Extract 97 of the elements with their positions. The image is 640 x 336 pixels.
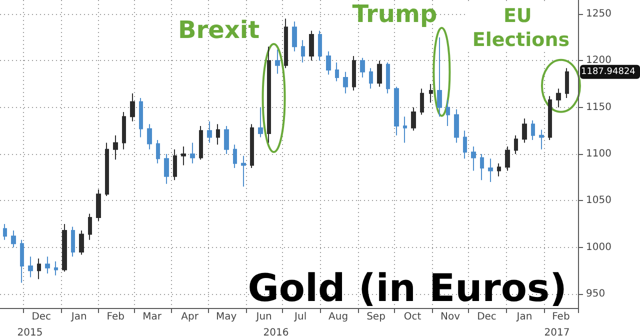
candlestick xyxy=(216,124,220,146)
candlestick xyxy=(122,112,126,150)
candlestick xyxy=(233,144,237,168)
candlestick xyxy=(463,130,467,160)
candlestick xyxy=(79,230,84,256)
candlestick xyxy=(45,256,50,274)
candlestick xyxy=(420,88,424,116)
x-tick-label: Sep xyxy=(366,312,386,322)
candlestick xyxy=(352,56,356,92)
y-tick-label: 1000 xyxy=(586,242,612,253)
candlestick xyxy=(62,224,67,272)
text: 2017 xyxy=(544,328,570,336)
candlestick xyxy=(326,50,331,76)
candlestick xyxy=(471,146,476,172)
candlestick xyxy=(514,134,518,154)
candlestick xyxy=(403,116,407,144)
x-tick-label: Dec xyxy=(32,312,52,322)
candlestick xyxy=(37,258,41,280)
candlestick xyxy=(130,92,135,122)
candlestick xyxy=(88,213,92,240)
y-tick-label: 1050 xyxy=(586,195,612,206)
x-tick-label: May xyxy=(216,312,237,322)
candlestick xyxy=(11,230,16,248)
candlestick xyxy=(275,48,280,74)
candlestick xyxy=(411,106,416,132)
y-tick-label: 1250 xyxy=(586,8,612,20)
x-tick-label: Aug xyxy=(328,312,348,322)
candlestick xyxy=(199,126,203,160)
candlestick xyxy=(360,57,365,78)
candlestick xyxy=(250,124,254,168)
candlestick xyxy=(224,126,229,154)
candlestick xyxy=(343,71,348,94)
candlestick xyxy=(173,148,177,181)
candlestick xyxy=(190,142,195,164)
x-tick-label: Jun xyxy=(255,312,272,322)
text: Gold (in Euros) xyxy=(248,266,568,310)
candlestick xyxy=(454,108,459,144)
candlestick xyxy=(522,118,527,144)
candlestick xyxy=(181,146,186,166)
candlestick xyxy=(96,188,101,222)
candlestick xyxy=(28,256,33,278)
candlestick xyxy=(437,36,442,118)
candlestick xyxy=(207,120,212,144)
candlestick xyxy=(71,226,75,258)
candlestick xyxy=(54,260,58,276)
annotation: 1187.94824 xyxy=(581,66,636,77)
candlestick xyxy=(147,124,152,150)
annotation: Brexit xyxy=(178,16,260,44)
candlestick xyxy=(113,134,118,160)
candlestick xyxy=(284,18,288,69)
candlestick xyxy=(556,88,561,108)
candlestick xyxy=(369,68,373,90)
x-tick-label: Nov xyxy=(440,312,460,322)
x-tick-label: Oct xyxy=(404,312,422,322)
x-tick-label: Jan xyxy=(516,312,532,322)
candlestick xyxy=(539,129,544,150)
candlestick xyxy=(505,146,510,172)
candlestick xyxy=(377,60,382,88)
x-tick-label: Jul xyxy=(294,312,307,322)
x-tick-label: Jan xyxy=(70,312,87,322)
candlestick xyxy=(480,154,484,181)
x-tick-label: Feb xyxy=(106,312,124,322)
text: 2015 xyxy=(17,328,43,336)
candlestick xyxy=(394,86,399,136)
candlestick xyxy=(548,96,552,140)
x-tick-label: Dec xyxy=(477,312,496,322)
candlestick xyxy=(318,30,322,62)
candlestick xyxy=(3,224,7,240)
candlestick xyxy=(105,142,109,196)
annotation: EU Elections xyxy=(472,4,570,51)
candlestick xyxy=(565,68,569,98)
y-tick-label: 950 xyxy=(586,288,606,300)
candlestick xyxy=(309,30,314,62)
candlestick xyxy=(531,120,535,140)
candlestick xyxy=(386,62,390,94)
candlestick xyxy=(267,46,271,144)
candlestick xyxy=(497,162,501,177)
candlestick xyxy=(446,99,450,126)
y-tick-label: 1200 xyxy=(586,55,612,66)
candlestick xyxy=(164,154,169,184)
candlestick xyxy=(156,140,160,164)
candlestick xyxy=(429,84,433,104)
text: 2016 xyxy=(263,328,289,336)
x-tick-label: Feb xyxy=(552,312,570,322)
candlestick xyxy=(335,62,339,82)
candlestick xyxy=(258,106,263,138)
candlestick xyxy=(301,40,305,64)
annotation: Trump xyxy=(352,0,438,28)
candlestick xyxy=(241,155,246,188)
x-tick-label: Apr xyxy=(181,312,200,322)
candlestick xyxy=(488,158,493,182)
candlestick xyxy=(20,239,24,284)
x-tick-label: Mar xyxy=(142,312,162,322)
y-tick-label: 1100 xyxy=(586,148,612,160)
candlestick xyxy=(292,20,297,52)
y-tick-label: 1150 xyxy=(586,102,612,113)
candlestick xyxy=(139,98,143,138)
